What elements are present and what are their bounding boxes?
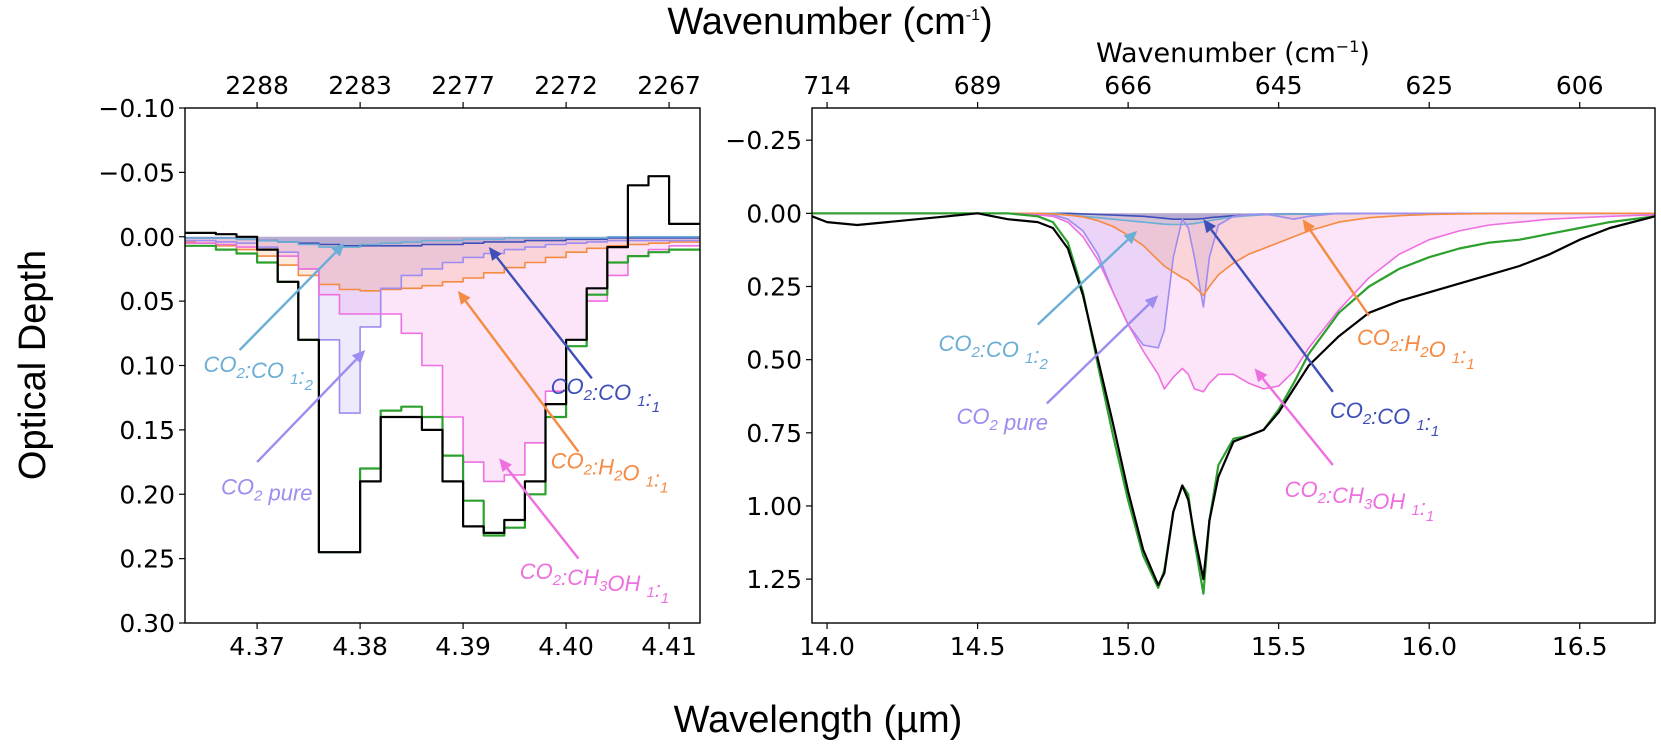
y-tick-label: 0.15 xyxy=(119,416,175,445)
y-tick-label: 0.25 xyxy=(119,545,175,574)
y-tick-label: 0.10 xyxy=(119,352,175,381)
annotation-arrow xyxy=(495,256,593,380)
annotation-arrow xyxy=(1045,303,1150,405)
annotation-label-co2-ch3oh-1-1: CO2:CH3OH 1:1 xyxy=(1285,477,1435,525)
right-panel: CO2:CO 1:2 CO2 pure CO2:H2O 1:1 CO2:CO 1:1 C… xyxy=(725,37,1656,661)
annotation-arrowhead xyxy=(1302,219,1316,234)
top-tick-label: 606 xyxy=(1556,71,1604,100)
x-tick-label: 4.39 xyxy=(435,632,491,661)
y-tick-label: 0.50 xyxy=(746,346,802,375)
y-tick-label: 1.00 xyxy=(746,492,802,521)
top-tick-label: 625 xyxy=(1405,71,1453,100)
annotation-label-co2-co-1-1: CO2:CO 1:1 xyxy=(1330,398,1439,440)
annotation-arrow xyxy=(506,467,580,560)
line-observed xyxy=(185,175,700,554)
annotation-arrowhead xyxy=(351,350,366,364)
annotation-label-co2-co-1-2: CO2:CO 1:2 xyxy=(204,352,314,394)
annotation-arrowhead xyxy=(457,290,471,305)
x-tick-label: 14.5 xyxy=(950,632,1006,661)
annotation-label-co2-h2o-1-1: CO2:H2O 1:1 xyxy=(551,449,669,497)
fill-co-h-o-1-1 xyxy=(812,213,1655,296)
x-tick-label: 16.5 xyxy=(1552,632,1608,661)
annotation-arrowhead xyxy=(499,458,512,473)
top-tick-label: 2272 xyxy=(534,71,598,100)
annotation-arrow xyxy=(1210,228,1334,393)
annotation-arrowhead xyxy=(331,243,345,257)
annotation-arrow xyxy=(1309,229,1370,317)
annotation-arrow xyxy=(238,251,337,351)
line-co-co-1-2 xyxy=(185,236,700,248)
line-co-pure xyxy=(185,239,700,414)
fill-co-ch-oh-1-1 xyxy=(812,213,1655,392)
x-tick-label: 4.38 xyxy=(332,632,388,661)
annotation-label-co2-pure: CO2 pure xyxy=(221,474,312,505)
x-tick-label: 4.37 xyxy=(229,632,285,661)
y-tick-label: 1.25 xyxy=(746,565,802,594)
y-tick-label: −0.25 xyxy=(725,126,802,155)
figure-y-title: Optical Depth xyxy=(12,250,54,480)
top-tick-label: 2277 xyxy=(431,71,495,100)
annotation-arrowhead xyxy=(1254,368,1268,383)
top-tick-label: 714 xyxy=(803,71,851,100)
annotation-label-co2-co-1-1: CO2:CO 1:1 xyxy=(551,374,660,416)
y-tick-label: 0.00 xyxy=(119,223,175,252)
annotation-arrow xyxy=(256,358,358,463)
fill-co-ch-oh-1-1 xyxy=(185,236,700,482)
y-tick-label: 0.20 xyxy=(119,480,175,509)
y-tick-label: −0.10 xyxy=(98,94,175,123)
annotation-arrow xyxy=(464,300,580,453)
top-tick-label: 2283 xyxy=(328,71,392,100)
x-tick-label: 15.5 xyxy=(1251,632,1307,661)
x-tick-label: 15.0 xyxy=(1100,632,1156,661)
top-tick-label: 666 xyxy=(1104,71,1152,100)
fill-co-co-1-2 xyxy=(185,236,700,248)
top-tick-label: 2288 xyxy=(225,71,289,100)
right-top-axis-title: Wavenumber (cm−1) xyxy=(1096,37,1370,69)
top-tick-label: 645 xyxy=(1255,71,1303,100)
y-tick-label: 0.30 xyxy=(119,609,175,638)
line-observed xyxy=(812,212,1655,587)
annotation-arrow xyxy=(1036,238,1129,326)
annotation-label-co2-h2o-1-1: CO2:H2O 1:1 xyxy=(1357,325,1475,373)
annotation-label-co2-ch3oh-1-1: CO2:CH3OH 1:1 xyxy=(520,559,670,607)
annotation-label-co2-pure: CO2 pure xyxy=(957,404,1049,435)
x-tick-label: 4.41 xyxy=(641,632,697,661)
left-panel: CO2:CO 1:2 CO2 pure CO2:CO 1:1 CO2:H2O 1:1 C… xyxy=(98,71,701,661)
y-tick-label: 0.75 xyxy=(746,419,802,448)
x-tick-label: 4.40 xyxy=(538,632,594,661)
annotation-arrowhead xyxy=(1203,219,1216,234)
x-tick-label: 14.0 xyxy=(799,632,855,661)
y-tick-label: 0.00 xyxy=(746,199,802,228)
right-plot-frame xyxy=(811,107,1656,624)
y-tick-label: −0.05 xyxy=(98,158,175,187)
figure-top-title: Wavenumber (cm-1) xyxy=(667,1,992,43)
top-tick-label: 2267 xyxy=(637,71,701,100)
y-tick-label: 0.25 xyxy=(746,272,802,301)
annotation-arrowhead xyxy=(1144,295,1159,309)
annotation-arrowhead xyxy=(1123,230,1138,245)
fill-co-co-1-1 xyxy=(812,213,1655,220)
figure-x-title: Wavelength (µm) xyxy=(674,699,963,741)
annotation-arrowhead xyxy=(488,247,502,261)
y-tick-label: 0.05 xyxy=(119,287,175,316)
annotation-arrow xyxy=(1261,377,1334,466)
x-tick-label: 16.0 xyxy=(1401,632,1457,661)
annotation-label-co2-co-1-2: CO2:CO 1:2 xyxy=(938,331,1048,373)
top-tick-label: 689 xyxy=(954,71,1002,100)
